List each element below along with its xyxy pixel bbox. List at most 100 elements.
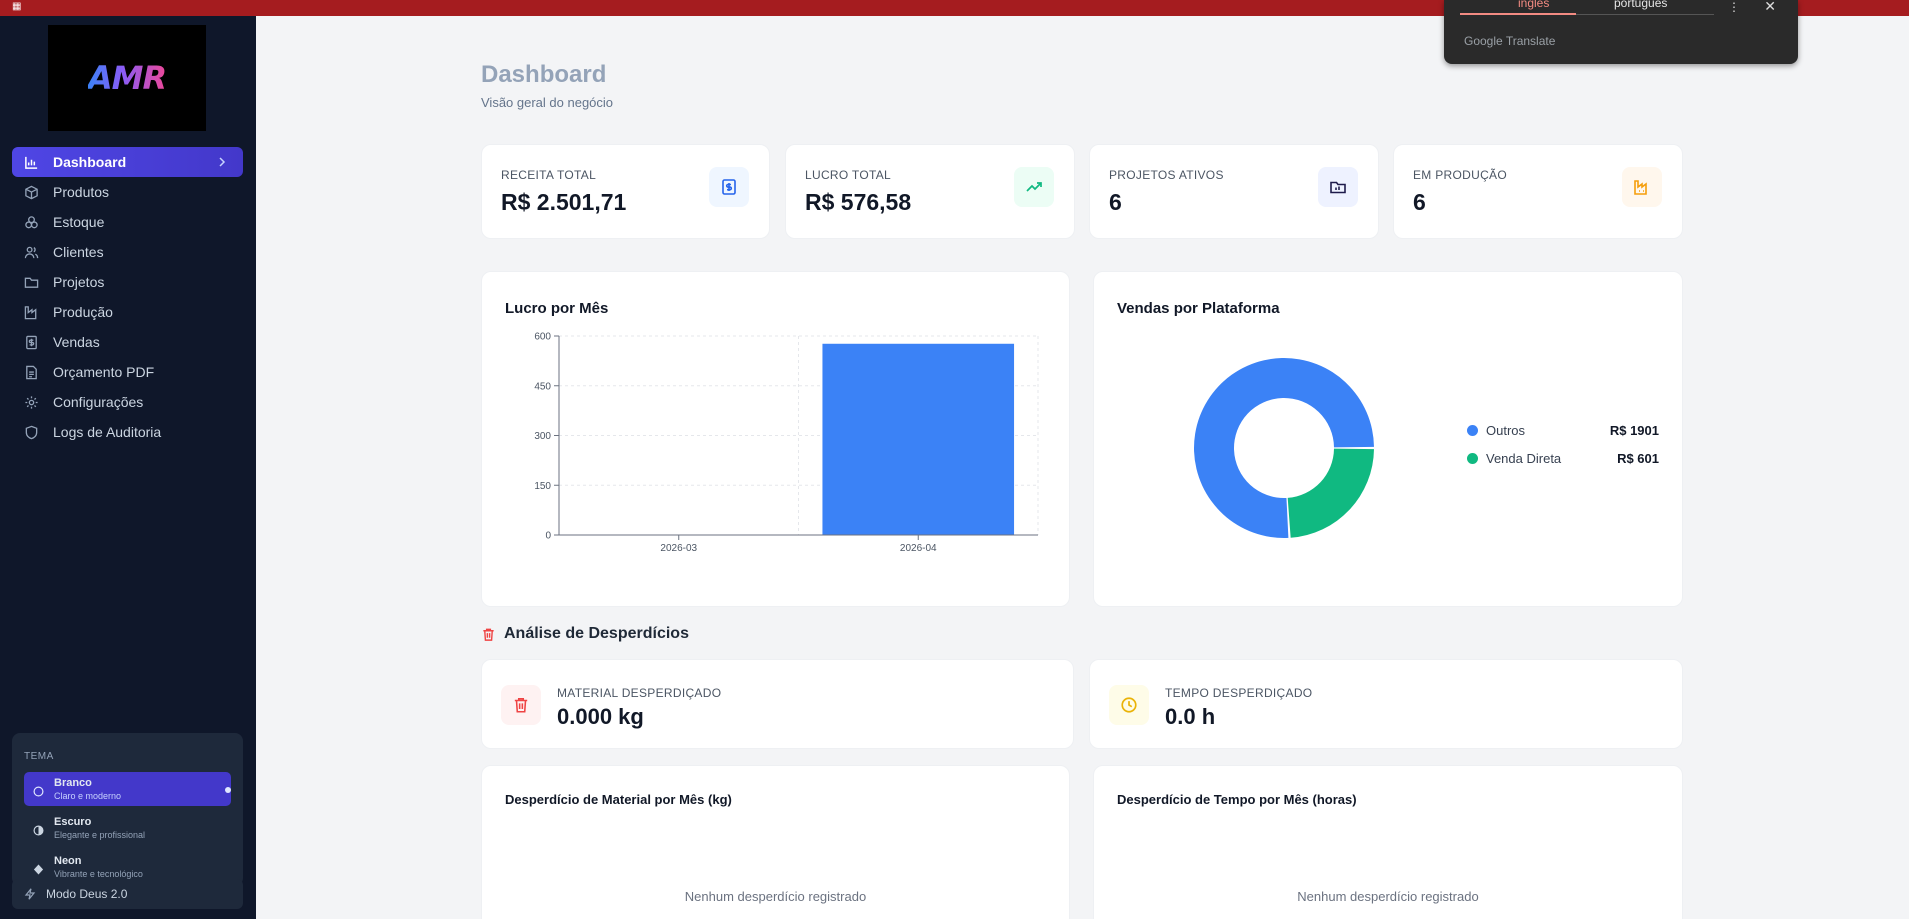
page-subtitle: Visão geral do negócio	[481, 95, 614, 110]
clock-icon	[1109, 685, 1149, 725]
stat-label: LUCRO TOTAL	[805, 168, 891, 182]
sidebar: AMR Dashboard Produtos Estoque	[0, 16, 256, 919]
folder-icon	[24, 275, 39, 290]
bolt-icon	[24, 888, 36, 900]
sidebar-item-label: Vendas	[53, 334, 100, 350]
sidebar-item-label: Clientes	[53, 244, 104, 260]
sidebar-item-dashboard[interactable]: Dashboard	[12, 147, 243, 177]
sidebar-item-produtos[interactable]: Produtos	[12, 177, 243, 207]
stat-value: R$ 576,58	[805, 189, 912, 215]
platform-chart-card: Vendas por Plataforma Outros R$ 1901 Ven…	[1093, 271, 1683, 607]
legend-dot	[1467, 425, 1478, 436]
sidebar-item-label: Produtos	[53, 184, 110, 200]
diamond-icon	[33, 862, 44, 875]
waste-value: 0.0 h	[1165, 704, 1216, 729]
stat-label: EM PRODUÇÃO	[1413, 168, 1507, 182]
legend-label: Venda Direta	[1486, 451, 1562, 466]
file-icon	[24, 365, 39, 380]
sidebar-item-label: Logs de Auditoria	[53, 424, 162, 440]
chart-title: Vendas por Plataforma	[1117, 300, 1280, 317]
waste-section-header: Análise de Desperdícios	[481, 625, 689, 643]
app-logo[interactable]: AMR	[48, 25, 206, 131]
main-content: Dashboard Visão geral do negócio RECEITA…	[256, 16, 1909, 919]
y-tick-label: 450	[534, 381, 551, 392]
legend-label: Outros	[1486, 423, 1526, 438]
legend-value: R$ 1901	[1609, 423, 1659, 438]
waste-card-tempo: TEMPO DESPERDIÇADO 0.0 h	[1089, 659, 1683, 749]
stat-card-projetos-ativos: PROJETOS ATIVOS 6	[1089, 144, 1379, 239]
package-icon	[24, 185, 39, 200]
god-mode-label: Modo Deus 2.0	[46, 887, 128, 901]
time-waste-chart-card: Desperdício de Tempo por Mês (horas) Nen…	[1093, 765, 1683, 919]
more-options-icon[interactable]: ⋮	[1728, 0, 1740, 14]
sidebar-item-producao[interactable]: Produção	[12, 297, 243, 327]
stat-card-receita-total: RECEITA TOTAL R$ 2.501,71	[481, 144, 770, 239]
selected-dot-icon	[225, 787, 231, 793]
factory-icon	[1622, 167, 1662, 207]
translate-tab-target[interactable]: português	[1614, 0, 1668, 10]
y-tick-label: 600	[534, 332, 551, 343]
translate-tab-divider	[1576, 14, 1714, 15]
stat-value: 6	[1109, 189, 1122, 215]
waste-label: TEMPO DESPERDIÇADO	[1165, 686, 1313, 700]
gear-icon	[24, 395, 39, 410]
shield-icon	[24, 425, 39, 440]
platform-donut-chart	[1194, 358, 1374, 538]
trash-icon	[501, 685, 541, 725]
logo-text: AMR	[87, 59, 167, 97]
theme-option-name: Neon	[54, 855, 82, 867]
chevron-right-icon	[215, 155, 229, 169]
receipt-icon	[24, 335, 39, 350]
factory-icon	[24, 305, 39, 320]
sidebar-item-projetos[interactable]: Projetos	[12, 267, 243, 297]
chart-title: Desperdício de Material por Mês (kg)	[505, 792, 732, 807]
translate-tab-source[interactable]: inglês	[1518, 0, 1550, 10]
sidebar-item-configuracoes[interactable]: Configurações	[12, 387, 243, 417]
empty-state-message: Nenhum desperdício registrado	[1297, 889, 1479, 904]
trending-up-icon	[1014, 167, 1054, 207]
sidebar-item-clientes[interactable]: Clientes	[12, 237, 243, 267]
google-translate-popup: inglês português ⋮ ✕ Google Translate	[1444, 0, 1798, 64]
close-icon[interactable]: ✕	[1764, 0, 1776, 14]
translate-bar: ▦	[0, 0, 1909, 16]
sidebar-item-estoque[interactable]: Estoque	[12, 207, 243, 237]
page-title: Dashboard	[481, 61, 607, 88]
boxes-icon	[24, 215, 39, 230]
sidebar-nav: Dashboard Produtos Estoque Clientes	[12, 147, 243, 447]
waste-section-title: Análise de Desperdícios	[504, 625, 689, 642]
material-waste-chart-card: Desperdício de Material por Mês (kg) Nen…	[481, 765, 1070, 919]
waste-card-material: MATERIAL DESPERDIÇADO 0.000 kg	[481, 659, 1074, 749]
sidebar-item-label: Produção	[53, 304, 113, 320]
sidebar-item-vendas[interactable]: Vendas	[12, 327, 243, 357]
stat-card-lucro-total: LUCRO TOTAL R$ 576,58	[785, 144, 1075, 239]
sidebar-item-label: Estoque	[53, 214, 105, 230]
stat-value: 6	[1413, 189, 1426, 215]
stat-card-em-producao: EM PRODUÇÃO 6	[1393, 144, 1683, 239]
sidebar-item-logs-de-auditoria[interactable]: Logs de Auditoria	[12, 417, 243, 447]
theme-selector: TEMA Branco Claro e moderno Escuro Elega…	[12, 733, 243, 886]
slice-venda-direta[interactable]	[1287, 448, 1374, 538]
god-mode-button[interactable]: Modo Deus 2.0	[12, 879, 243, 909]
legend-item-venda-direta: Venda Direta R$ 601	[1467, 451, 1659, 466]
x-tick-label: 2026-04	[900, 543, 937, 554]
theme-option-name: Escuro	[54, 816, 92, 828]
y-tick-label: 0	[545, 531, 551, 542]
y-tick-label: 150	[534, 481, 551, 492]
profit-chart-card: Lucro por Mês 0 150 300 450 600 2026-03 2026-0…	[481, 271, 1070, 607]
bar-2026-04[interactable]	[822, 343, 1015, 535]
translate-tab-underline	[1460, 13, 1576, 15]
chart-title: Lucro por Mês	[505, 300, 609, 317]
theme-option-branco[interactable]: Branco Claro e moderno	[24, 772, 231, 806]
sidebar-item-orcamento-pdf[interactable]: Orçamento PDF	[12, 357, 243, 387]
chart-title: Desperdício de Tempo por Mês (horas)	[1117, 792, 1357, 807]
folder-icon	[1318, 167, 1358, 207]
empty-state-message: Nenhum desperdício registrado	[684, 889, 867, 904]
profit-bar-chart: 0 150 300 450 600 2026-03 2026-04	[534, 332, 1039, 554]
theme-option-escuro[interactable]: Escuro Elegante e profissional	[24, 811, 231, 845]
apps-icon[interactable]: ▦	[12, 1, 22, 12]
sidebar-item-label: Projetos	[53, 274, 105, 290]
google-translate-brand: Google Translate	[1464, 34, 1556, 48]
slice-outros[interactable]	[1194, 358, 1374, 538]
legend-item-outros: Outros R$ 1901	[1467, 423, 1659, 438]
theme-option-neon[interactable]: Neon Vibrante e tecnológico	[24, 850, 231, 884]
